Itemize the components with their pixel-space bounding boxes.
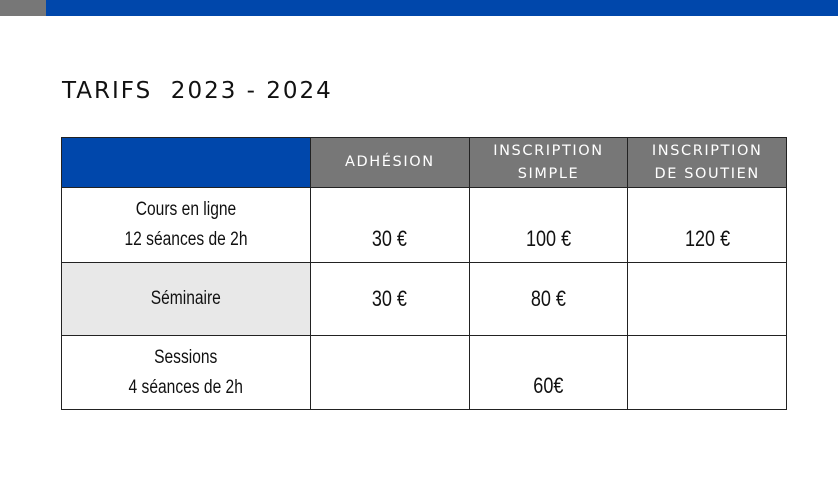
table-header-row: ADHÉSION INSCRIPTION SIMPLE INSCRIPTION … bbox=[60, 137, 787, 188]
header-soutien-line-1: INSCRIPTION bbox=[651, 142, 763, 159]
row-label-cell: Sessions 4 séances de 2h bbox=[60, 335, 312, 410]
header-soutien-line-2: DE SOUTIEN bbox=[654, 165, 760, 182]
row-label: Séminaire bbox=[150, 288, 222, 309]
price-cell-simple: 80 € bbox=[468, 262, 629, 336]
row-label: Sessions 4 séances de 2h bbox=[129, 343, 243, 403]
price-value: 80 € bbox=[530, 286, 567, 311]
price-value: 100 € bbox=[525, 226, 572, 251]
price-cell-soutien bbox=[627, 262, 787, 336]
price-cell-adhesion bbox=[310, 335, 470, 410]
row-label-line-1: Cours en ligne bbox=[135, 199, 237, 220]
price-value: 120 € bbox=[684, 226, 730, 251]
header-adhesion-line-1: ADHÉSION bbox=[344, 154, 435, 170]
top-bar-blue-segment bbox=[46, 0, 838, 16]
price-cell-simple: 100 € bbox=[468, 187, 629, 263]
price-cell-soutien bbox=[627, 335, 787, 410]
price-value: 30 € bbox=[372, 286, 408, 311]
table-row: Séminaire 30 € 80 € bbox=[60, 262, 787, 336]
top-bar-grey-segment bbox=[0, 0, 46, 16]
price-cell-adhesion: 30 € bbox=[310, 262, 470, 336]
header-adhesion: ADHÉSION bbox=[310, 137, 470, 188]
header-simple-line-1: INSCRIPTION bbox=[493, 142, 604, 159]
price-value: 30 € bbox=[372, 226, 408, 251]
row-label-line-2: 4 séances de 2h bbox=[128, 376, 244, 398]
header-blank-cell bbox=[60, 137, 312, 188]
price-cell-adhesion: 30 € bbox=[310, 187, 470, 263]
page-title: TARIFS 2023 - 2024 bbox=[62, 78, 333, 104]
price-cell-simple: 60€ bbox=[468, 335, 629, 410]
row-label-line-2: 12 séances de 2h bbox=[124, 229, 248, 250]
table-row: Cours en ligne 12 séances de 2h 30 € 100… bbox=[60, 187, 787, 263]
row-label: Cours en ligne 12 séances de 2h bbox=[125, 195, 248, 255]
row-label-cell: Cours en ligne 12 séances de 2h bbox=[60, 187, 312, 263]
tarifs-table: ADHÉSION INSCRIPTION SIMPLE INSCRIPTION … bbox=[60, 137, 787, 410]
header-inscription-simple: INSCRIPTION SIMPLE bbox=[468, 137, 629, 188]
row-label-line-1: Sessions bbox=[154, 346, 218, 368]
price-value: 60€ bbox=[533, 373, 564, 398]
price-cell-soutien: 120 € bbox=[627, 187, 787, 263]
header-simple-line-2: SIMPLE bbox=[517, 165, 580, 182]
row-label-cell: Séminaire bbox=[60, 262, 312, 336]
header-inscription-soutien: INSCRIPTION DE SOUTIEN bbox=[627, 137, 787, 188]
table-row: Sessions 4 séances de 2h 60€ bbox=[60, 335, 787, 410]
